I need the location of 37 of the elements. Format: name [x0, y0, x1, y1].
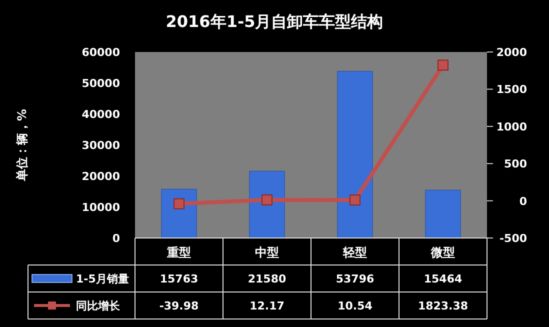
y2-tick-label: 1500	[496, 83, 528, 96]
y2-tick-label: -500	[499, 232, 528, 245]
y2-tick-label: 0	[519, 194, 528, 208]
bar	[161, 188, 197, 238]
y-tick-label: 0	[112, 232, 120, 245]
data-label: 15464	[424, 272, 462, 286]
y-axis-title: 单位：辆，%	[15, 108, 29, 182]
y-tick-label: 50000	[82, 77, 120, 90]
data-label: 1823.38	[418, 300, 468, 312]
x-tick-label: 微型	[430, 246, 455, 260]
data-label: 10.54	[338, 300, 373, 312]
point	[438, 60, 448, 71]
y-tick-label: 40000	[82, 108, 120, 121]
y-tick-label: 30000	[82, 139, 120, 152]
y2-tick-label: 1000	[496, 120, 528, 134]
x-tick-label: 轻型	[342, 246, 367, 260]
point	[262, 194, 272, 206]
data-label: 12.17	[250, 300, 284, 312]
y2-tick-label: 2000	[496, 46, 528, 59]
legend-label: 同比增长	[76, 300, 121, 312]
y-tick-label: 60000	[82, 46, 120, 59]
chart-title: 2016年1-5月自卸车车型结构	[166, 12, 384, 31]
data-label: -39.98	[159, 300, 199, 312]
y-tick-label: 10000	[82, 201, 120, 214]
bar	[425, 190, 461, 238]
point	[174, 198, 184, 210]
x-tick-label: 重型	[166, 246, 191, 260]
data-label: 21580	[248, 272, 286, 286]
point	[350, 194, 360, 206]
data-label: 53796	[336, 272, 374, 286]
data-label: 15763	[160, 272, 198, 286]
y-tick-label: 20000	[82, 170, 120, 183]
legend-label: 1-5月销量	[76, 272, 129, 286]
x-tick-label: 中型	[255, 246, 279, 260]
bar	[337, 70, 373, 238]
bar	[249, 170, 285, 238]
y2-tick-label: 500	[504, 158, 528, 171]
